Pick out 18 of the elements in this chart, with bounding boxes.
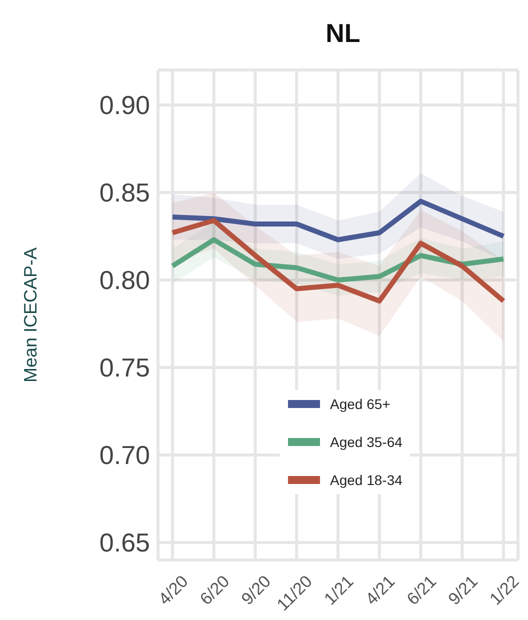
x-tick-label: 4/21 [362,572,399,609]
chart-title: NL [324,18,362,49]
x-tick-label: 1/21 [320,572,358,609]
y-tick-label: 0.65 [99,528,150,558]
legend-label: Aged 35-64 [330,434,402,450]
y-tick-label: 0.85 [99,178,150,208]
legend-label: Aged 65+ [330,396,390,412]
x-tick-label: 6/20 [196,572,234,609]
x-tick-label: 9/20 [238,572,275,609]
x-tick-label: 6/21 [403,572,440,609]
x-tick-label: 4/20 [154,572,192,609]
y-tick-label: 0.70 [99,440,150,470]
y-tick-label: 0.80 [99,265,150,296]
x-tick-label: 9/21 [444,572,482,609]
y-axis-title: Mean ICECAP-A [20,247,40,383]
y-tick-label: 0.90 [99,90,150,120]
y-tick-label: 0.75 [99,352,150,383]
legend-label: Aged 18-34 [330,472,402,488]
